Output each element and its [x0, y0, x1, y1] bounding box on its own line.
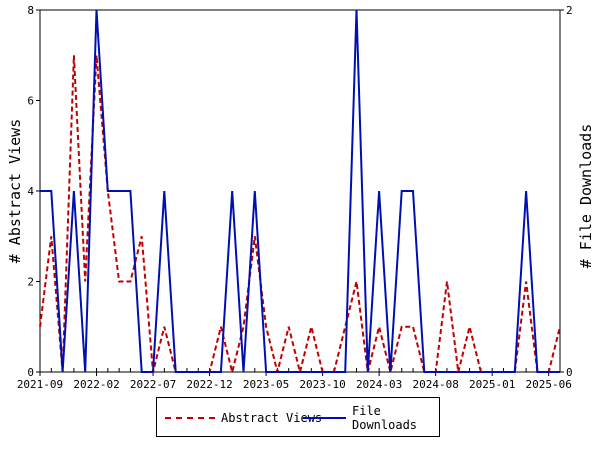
y-right-tick-label: 0: [566, 366, 573, 379]
series-line-file-downloads: [40, 9, 560, 373]
y-axis-left-title: # Abstract Views: [6, 119, 24, 264]
legend: Abstract Views File Downloads: [156, 397, 440, 437]
x-tick-label: 2021-09: [17, 378, 63, 391]
x-tick-label: 2023-10: [299, 378, 345, 391]
y-left-tick-label: 6: [27, 95, 34, 108]
x-tick-label: 2025-06: [526, 378, 572, 391]
y-left-tick-label: 8: [27, 4, 34, 17]
x-tick-label: 2022-02: [73, 378, 119, 391]
y-left-tick-label: 0: [27, 366, 34, 379]
y-axis-right-title: # File Downloads: [577, 124, 595, 269]
legend-item-file-downloads: File Downloads: [303, 404, 439, 432]
series-layer: [39, 9, 561, 373]
y-right-tick-label: 2: [566, 4, 573, 17]
legend-label-file-downloads: File Downloads: [352, 404, 418, 432]
legend-label-abstract-views: Abstract Views: [221, 411, 323, 425]
x-tick-label: 2024-03: [356, 378, 402, 391]
legend-swatch-file-downloads: [303, 417, 346, 419]
y-left-tick-label: 4: [27, 185, 34, 198]
y-left-tick-label: 2: [27, 276, 34, 289]
legend-item-abstract-views: Abstract Views: [165, 410, 322, 426]
x-tick-label: 2022-12: [186, 378, 232, 391]
legend-swatch-abstract-views: [165, 417, 215, 419]
y-axis-left: 0 2 4 6 8: [27, 4, 40, 379]
x-tick-label: 2024-08: [412, 378, 458, 391]
series-line-abstract-views: [39, 55, 561, 373]
x-tick-label: 2022-07: [130, 378, 176, 391]
y-axis-right: 02: [560, 4, 573, 379]
x-tick-label: 2025-01: [469, 378, 515, 391]
x-tick-label: 2023-05: [243, 378, 289, 391]
